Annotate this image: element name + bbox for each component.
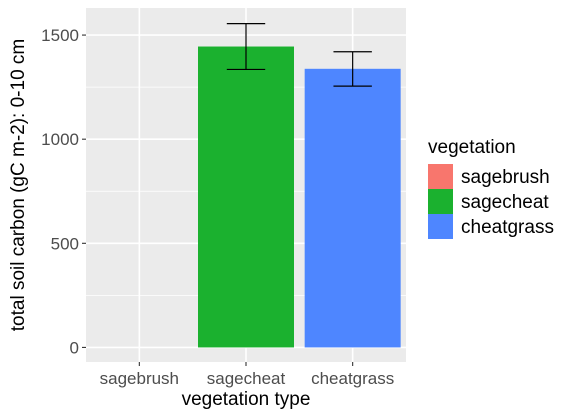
legend-label: sagecheat (461, 192, 549, 213)
x-tick-label: sagecheat (207, 369, 286, 388)
legend-item-sagebrush: sagebrush (428, 164, 550, 189)
legend-label: sagebrush (461, 167, 550, 188)
y-axis-ticks: 0 500 1000 1500 (41, 26, 86, 357)
legend-label: cheatgrass (461, 217, 554, 238)
bar-cheatgrass (304, 68, 401, 348)
y-tick-label: 500 (51, 234, 79, 253)
y-tick-label: 1500 (41, 26, 79, 45)
y-tick-label: 1000 (41, 130, 79, 149)
x-tick-label: sagebrush (100, 369, 179, 388)
legend-entries: sagebrush sagecheat cheatgrass (428, 164, 554, 239)
error-bars (226, 23, 372, 87)
legend-title: vegetation (428, 137, 516, 158)
bar-sagecheat (198, 46, 294, 348)
y-axis-title: total soil carbon (gC m-2): 0-10 cm (8, 39, 29, 332)
x-axis-ticks: sagebrush sagecheat cheatgrass (100, 362, 394, 388)
legend-swatch (428, 189, 453, 214)
error-bar-sagecheat (226, 23, 266, 71)
y-tick-label: 0 (70, 338, 79, 357)
x-axis-title: vegetation type (182, 389, 311, 410)
legend-item-sagecheat: sagecheat (428, 189, 549, 214)
bars (198, 46, 401, 348)
x-tick-label: cheatgrass (311, 369, 394, 388)
error-bar-cheatgrass (333, 51, 372, 87)
legend: vegetation sagebrush sagecheat cheatgrass (428, 137, 554, 239)
legend-item-cheatgrass: cheatgrass (428, 214, 554, 239)
legend-swatch (428, 214, 453, 239)
legend-swatch (428, 164, 453, 189)
